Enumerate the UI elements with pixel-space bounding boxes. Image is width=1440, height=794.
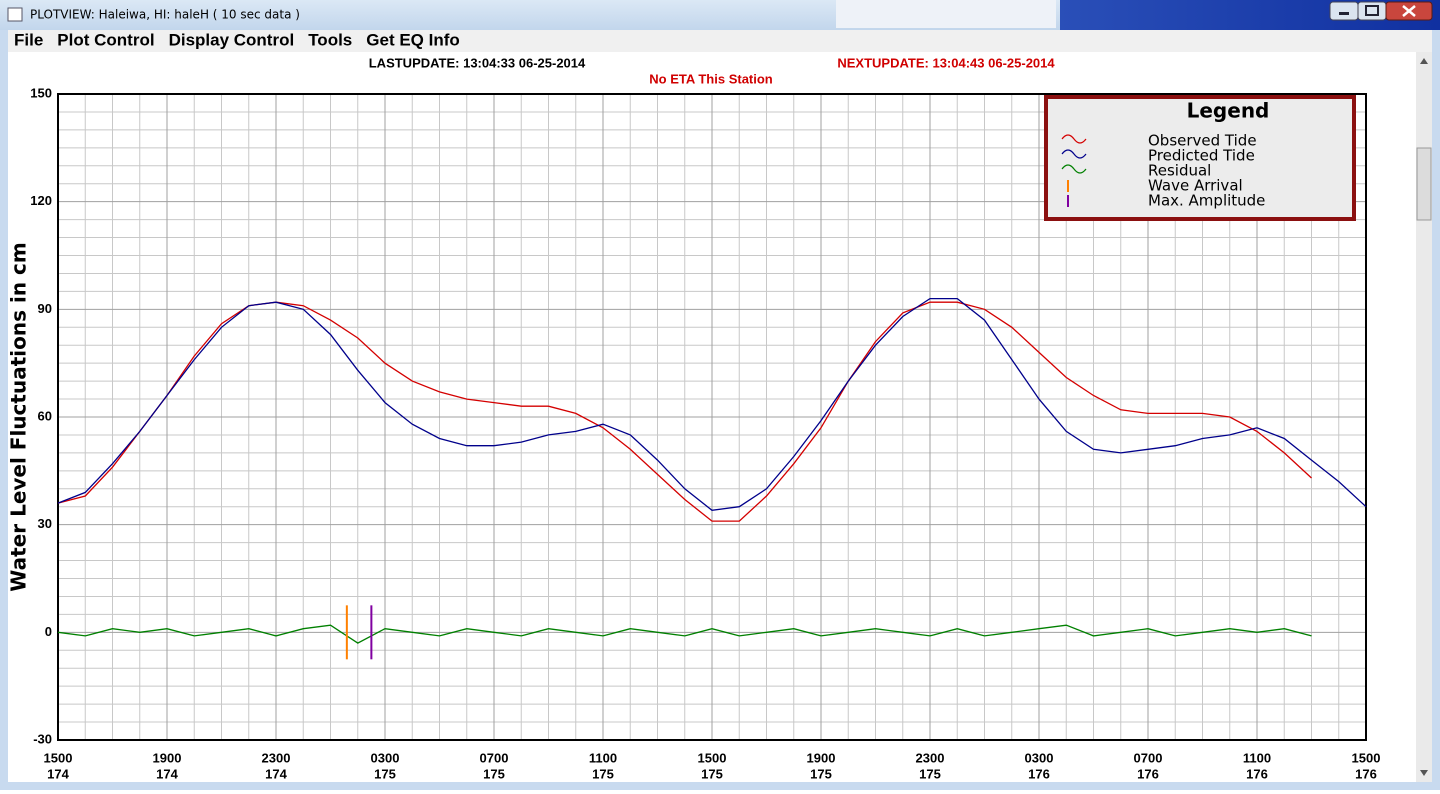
y-tick-label: 60 (38, 408, 52, 423)
maximize-button[interactable] (1357, 1, 1387, 21)
app-icon (7, 7, 23, 22)
last-update: LASTUPDATE: 13:04:33 06-25-2014 (369, 55, 586, 70)
scrollbar-thumb[interactable] (1416, 147, 1432, 221)
menu-items: File Plot Control Display Control Tools Get … (14, 30, 460, 49)
x-tick-label: 0700 (480, 750, 509, 765)
minimize-button[interactable] (1329, 1, 1359, 21)
x-tick-day: 175 (374, 766, 396, 781)
x-tick-day: 175 (592, 766, 614, 781)
maximize-icon (1365, 5, 1379, 16)
legend-label: Wave Arrival (1148, 177, 1243, 195)
x-tick-label: 1500 (44, 750, 73, 765)
window-controls[interactable] (1329, 1, 1433, 21)
menu-item[interactable]: Tools (308, 30, 352, 49)
eta-notice: No ETA This Station (649, 71, 773, 86)
menu-item[interactable]: File (14, 30, 43, 49)
y-tick-label: 90 (38, 301, 52, 316)
x-tick-label: 1500 (698, 750, 727, 765)
y-tick-label: 30 (38, 516, 52, 531)
legend-symbol (1061, 164, 1087, 174)
x-tick-label: 1100 (1243, 750, 1271, 765)
x-tick-day: 175 (810, 766, 832, 781)
window-title: PLOTVIEW: Haleiwa, HI: haleH ( 10 sec da… (30, 8, 300, 22)
x-tick-label: 0700 (1134, 750, 1163, 765)
x-tick-day: 176 (1355, 766, 1377, 781)
legend-label: Observed Tide (1148, 132, 1257, 150)
x-tick-day: 175 (701, 766, 723, 781)
scrollbar[interactable] (1416, 52, 1432, 782)
next-update: NEXTUPDATE: 13:04:43 06-25-2014 (837, 55, 1055, 70)
x-tick-label: 1900 (807, 750, 836, 765)
x-tick-label: 2300 (262, 750, 291, 765)
x-tick-day: 175 (919, 766, 941, 781)
menu-item[interactable]: Display Control (169, 30, 295, 49)
legend-label: Predicted Tide (1148, 147, 1255, 165)
legend-label: Residual (1148, 162, 1211, 180)
menu-item[interactable]: Plot Control (57, 30, 154, 49)
x-tick-day: 174 (265, 766, 287, 781)
legend-box (1044, 95, 1356, 221)
background-window (836, 0, 1056, 28)
minimize-icon (1339, 12, 1349, 15)
x-tick-day: 176 (1246, 766, 1268, 781)
x-tick-day: 174 (47, 766, 69, 781)
x-tick-label: 2300 (916, 750, 945, 765)
x-tick-day: 175 (483, 766, 505, 781)
x-tick-label: 1100 (589, 750, 617, 765)
close-icon (1402, 5, 1416, 17)
legend-label: Max. Amplitude (1148, 192, 1265, 210)
y-tick-label: 120 (30, 193, 52, 208)
menu-bar (8, 30, 1432, 52)
series-line (57, 297, 1367, 511)
x-tick-day: 176 (1028, 766, 1050, 781)
y-tick-label: 0 (45, 624, 52, 639)
x-tick-label: 1900 (153, 750, 182, 765)
legend-title: Legend (1187, 99, 1270, 123)
y-tick-label: 150 (30, 85, 52, 100)
x-tick-day: 176 (1137, 766, 1159, 781)
x-tick-label: 0300 (1025, 750, 1054, 765)
plot-border (57, 93, 1367, 741)
menu-item[interactable]: Get EQ Info (366, 30, 460, 49)
legend-symbol (1061, 149, 1087, 159)
y-axis-label: Water Level Fluctuations in cm (7, 242, 31, 591)
legend-symbol (1061, 134, 1087, 144)
x-tick-day: 174 (156, 766, 178, 781)
series-line (57, 624, 1312, 644)
y-tick-label: -30 (33, 731, 52, 746)
x-tick-label: 1500 (1352, 750, 1381, 765)
x-tick-label: 0300 (371, 750, 400, 765)
